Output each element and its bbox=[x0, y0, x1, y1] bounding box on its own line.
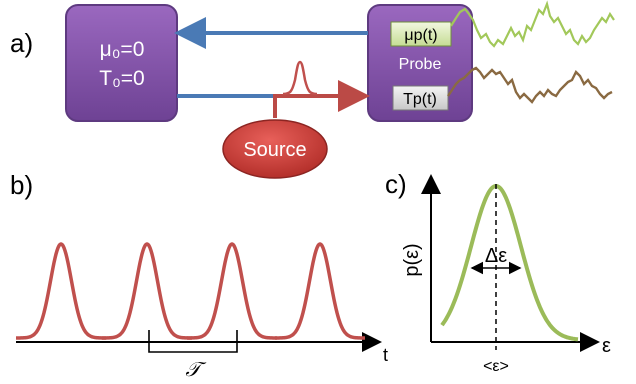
width-label: Δε bbox=[485, 245, 507, 267]
pulse-2 bbox=[102, 242, 192, 340]
t-fluctuation-trace bbox=[447, 66, 613, 104]
period-bracket bbox=[148, 330, 238, 353]
panel-a-label: a) bbox=[10, 28, 33, 58]
mu-fluctuation-trace bbox=[450, 0, 615, 48]
reservoir-t-text: T₀=0 bbox=[99, 67, 145, 90]
c-y-label: p(ε) bbox=[401, 243, 423, 276]
reservoir-mu-text: μ₀=0 bbox=[100, 38, 145, 61]
time-axis-label: t bbox=[383, 345, 388, 365]
distribution-curve bbox=[440, 183, 579, 342]
probe-title: Probe bbox=[399, 56, 442, 73]
period-label: 𝒯 bbox=[185, 359, 207, 381]
probe-box: μp(t) Probe Tp(t) bbox=[367, 4, 473, 122]
pulse-train bbox=[16, 242, 365, 340]
probe-t-tag bbox=[392, 85, 449, 111]
injected-pulse bbox=[282, 60, 318, 96]
c-x-label: ε bbox=[602, 335, 611, 357]
probe-mu-label: μp(t) bbox=[404, 27, 437, 44]
panel-b-label: b) bbox=[10, 170, 33, 200]
source-ellipse: Source bbox=[222, 119, 328, 179]
probe-t-label: Tp(t) bbox=[403, 91, 437, 108]
panel-c-label: c) bbox=[385, 169, 407, 199]
mean-label: <ε> bbox=[483, 358, 509, 375]
source-label: Source bbox=[243, 139, 306, 161]
pulse-1 bbox=[16, 242, 106, 340]
pulse-4 bbox=[275, 242, 365, 340]
pulse-3 bbox=[187, 242, 277, 340]
source-red-arrow bbox=[273, 80, 370, 118]
reservoir-box: μ₀=0 T₀=0 bbox=[65, 4, 178, 122]
probe-mu-tag bbox=[390, 21, 452, 47]
